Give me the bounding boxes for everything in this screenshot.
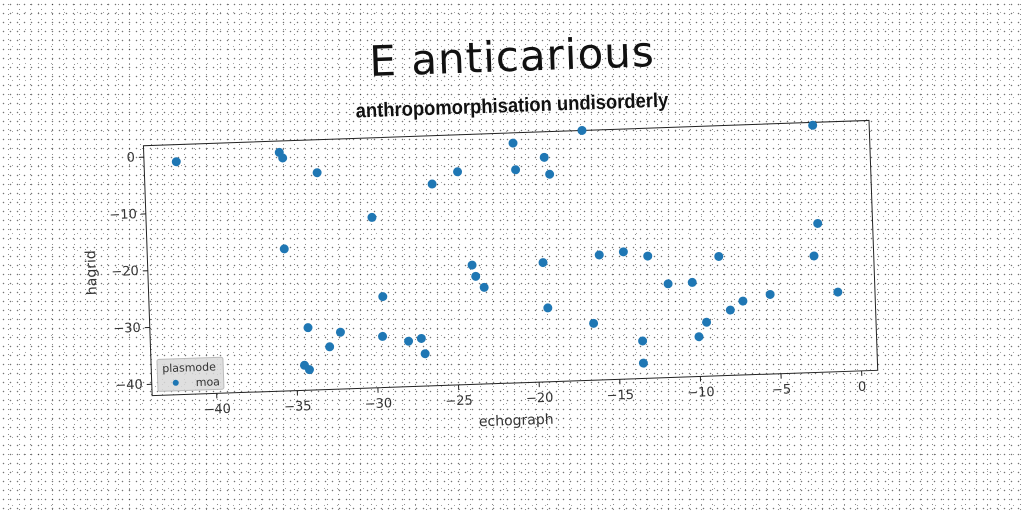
data-point xyxy=(809,251,819,261)
data-point xyxy=(511,165,521,175)
x-tick-label: −20 xyxy=(526,391,554,407)
x-tick-label: −40 xyxy=(203,402,231,418)
data-point xyxy=(833,287,843,297)
data-point xyxy=(303,323,313,333)
y-axis-ticks: 0 −10 −20 −30 −40 xyxy=(109,150,152,394)
x-tick-label: −35 xyxy=(284,399,312,415)
data-point xyxy=(325,342,335,352)
data-point xyxy=(538,258,548,268)
data-point xyxy=(738,296,748,306)
data-point xyxy=(479,282,489,292)
data-point xyxy=(378,331,388,341)
data-point xyxy=(577,125,587,135)
y-tick-label: −40 xyxy=(115,378,143,394)
data-point xyxy=(312,168,322,178)
data-point xyxy=(278,153,288,163)
data-point xyxy=(539,152,549,162)
x-tick-label: 0 xyxy=(858,380,867,395)
data-point xyxy=(694,332,704,342)
data-point xyxy=(335,327,345,337)
data-point xyxy=(618,247,628,257)
data-point xyxy=(813,218,823,228)
data-point xyxy=(808,120,818,130)
data-point xyxy=(765,289,775,299)
data-point xyxy=(589,318,599,328)
data-point xyxy=(725,305,735,315)
data-point xyxy=(279,244,289,254)
data-point xyxy=(594,250,604,260)
data-point xyxy=(687,277,697,287)
data-point xyxy=(467,260,477,270)
legend: plasmode moa xyxy=(156,356,225,392)
x-axis-ticks: −40 −35 −30 −25 −20 −15 −10 −5 0 xyxy=(203,370,867,418)
data-point xyxy=(545,169,555,179)
y-tick-label: −10 xyxy=(109,207,137,223)
data-point xyxy=(508,138,518,148)
data-point xyxy=(378,292,388,302)
data-point xyxy=(638,358,648,368)
data-point xyxy=(453,167,463,177)
x-tick-label: −15 xyxy=(606,388,634,404)
data-point xyxy=(404,336,414,346)
data-point xyxy=(420,349,430,359)
data-point xyxy=(643,251,653,261)
data-point xyxy=(304,365,314,375)
legend-entry-label: moa xyxy=(196,375,221,389)
x-tick-label: −30 xyxy=(364,396,392,412)
x-axis-label: echograph xyxy=(479,412,554,431)
y-tick-label: 0 xyxy=(126,150,135,165)
data-point xyxy=(427,179,437,189)
data-point xyxy=(543,303,553,313)
data-point xyxy=(663,279,673,289)
data-point xyxy=(471,271,481,281)
plot-area: −40 −35 −30 −25 −20 −15 −10 −5 0 0 −10 −20 −30 −40 e… xyxy=(83,119,879,431)
data-point xyxy=(367,212,377,222)
x-tick-label: −25 xyxy=(445,393,473,409)
y-tick-label: −20 xyxy=(111,264,139,280)
data-point xyxy=(416,333,426,343)
y-tick-label: −30 xyxy=(113,321,141,337)
data-points xyxy=(171,120,843,375)
data-point xyxy=(171,157,181,167)
data-point xyxy=(702,317,712,327)
legend-marker xyxy=(172,379,179,386)
data-point xyxy=(638,336,648,346)
data-point xyxy=(714,251,724,261)
y-axis-label: hagrid xyxy=(83,250,101,295)
x-tick-label: −10 xyxy=(687,385,715,401)
x-tick-label: −5 xyxy=(772,382,792,398)
plot-frame xyxy=(142,119,879,397)
legend-title: plasmode xyxy=(162,360,216,375)
